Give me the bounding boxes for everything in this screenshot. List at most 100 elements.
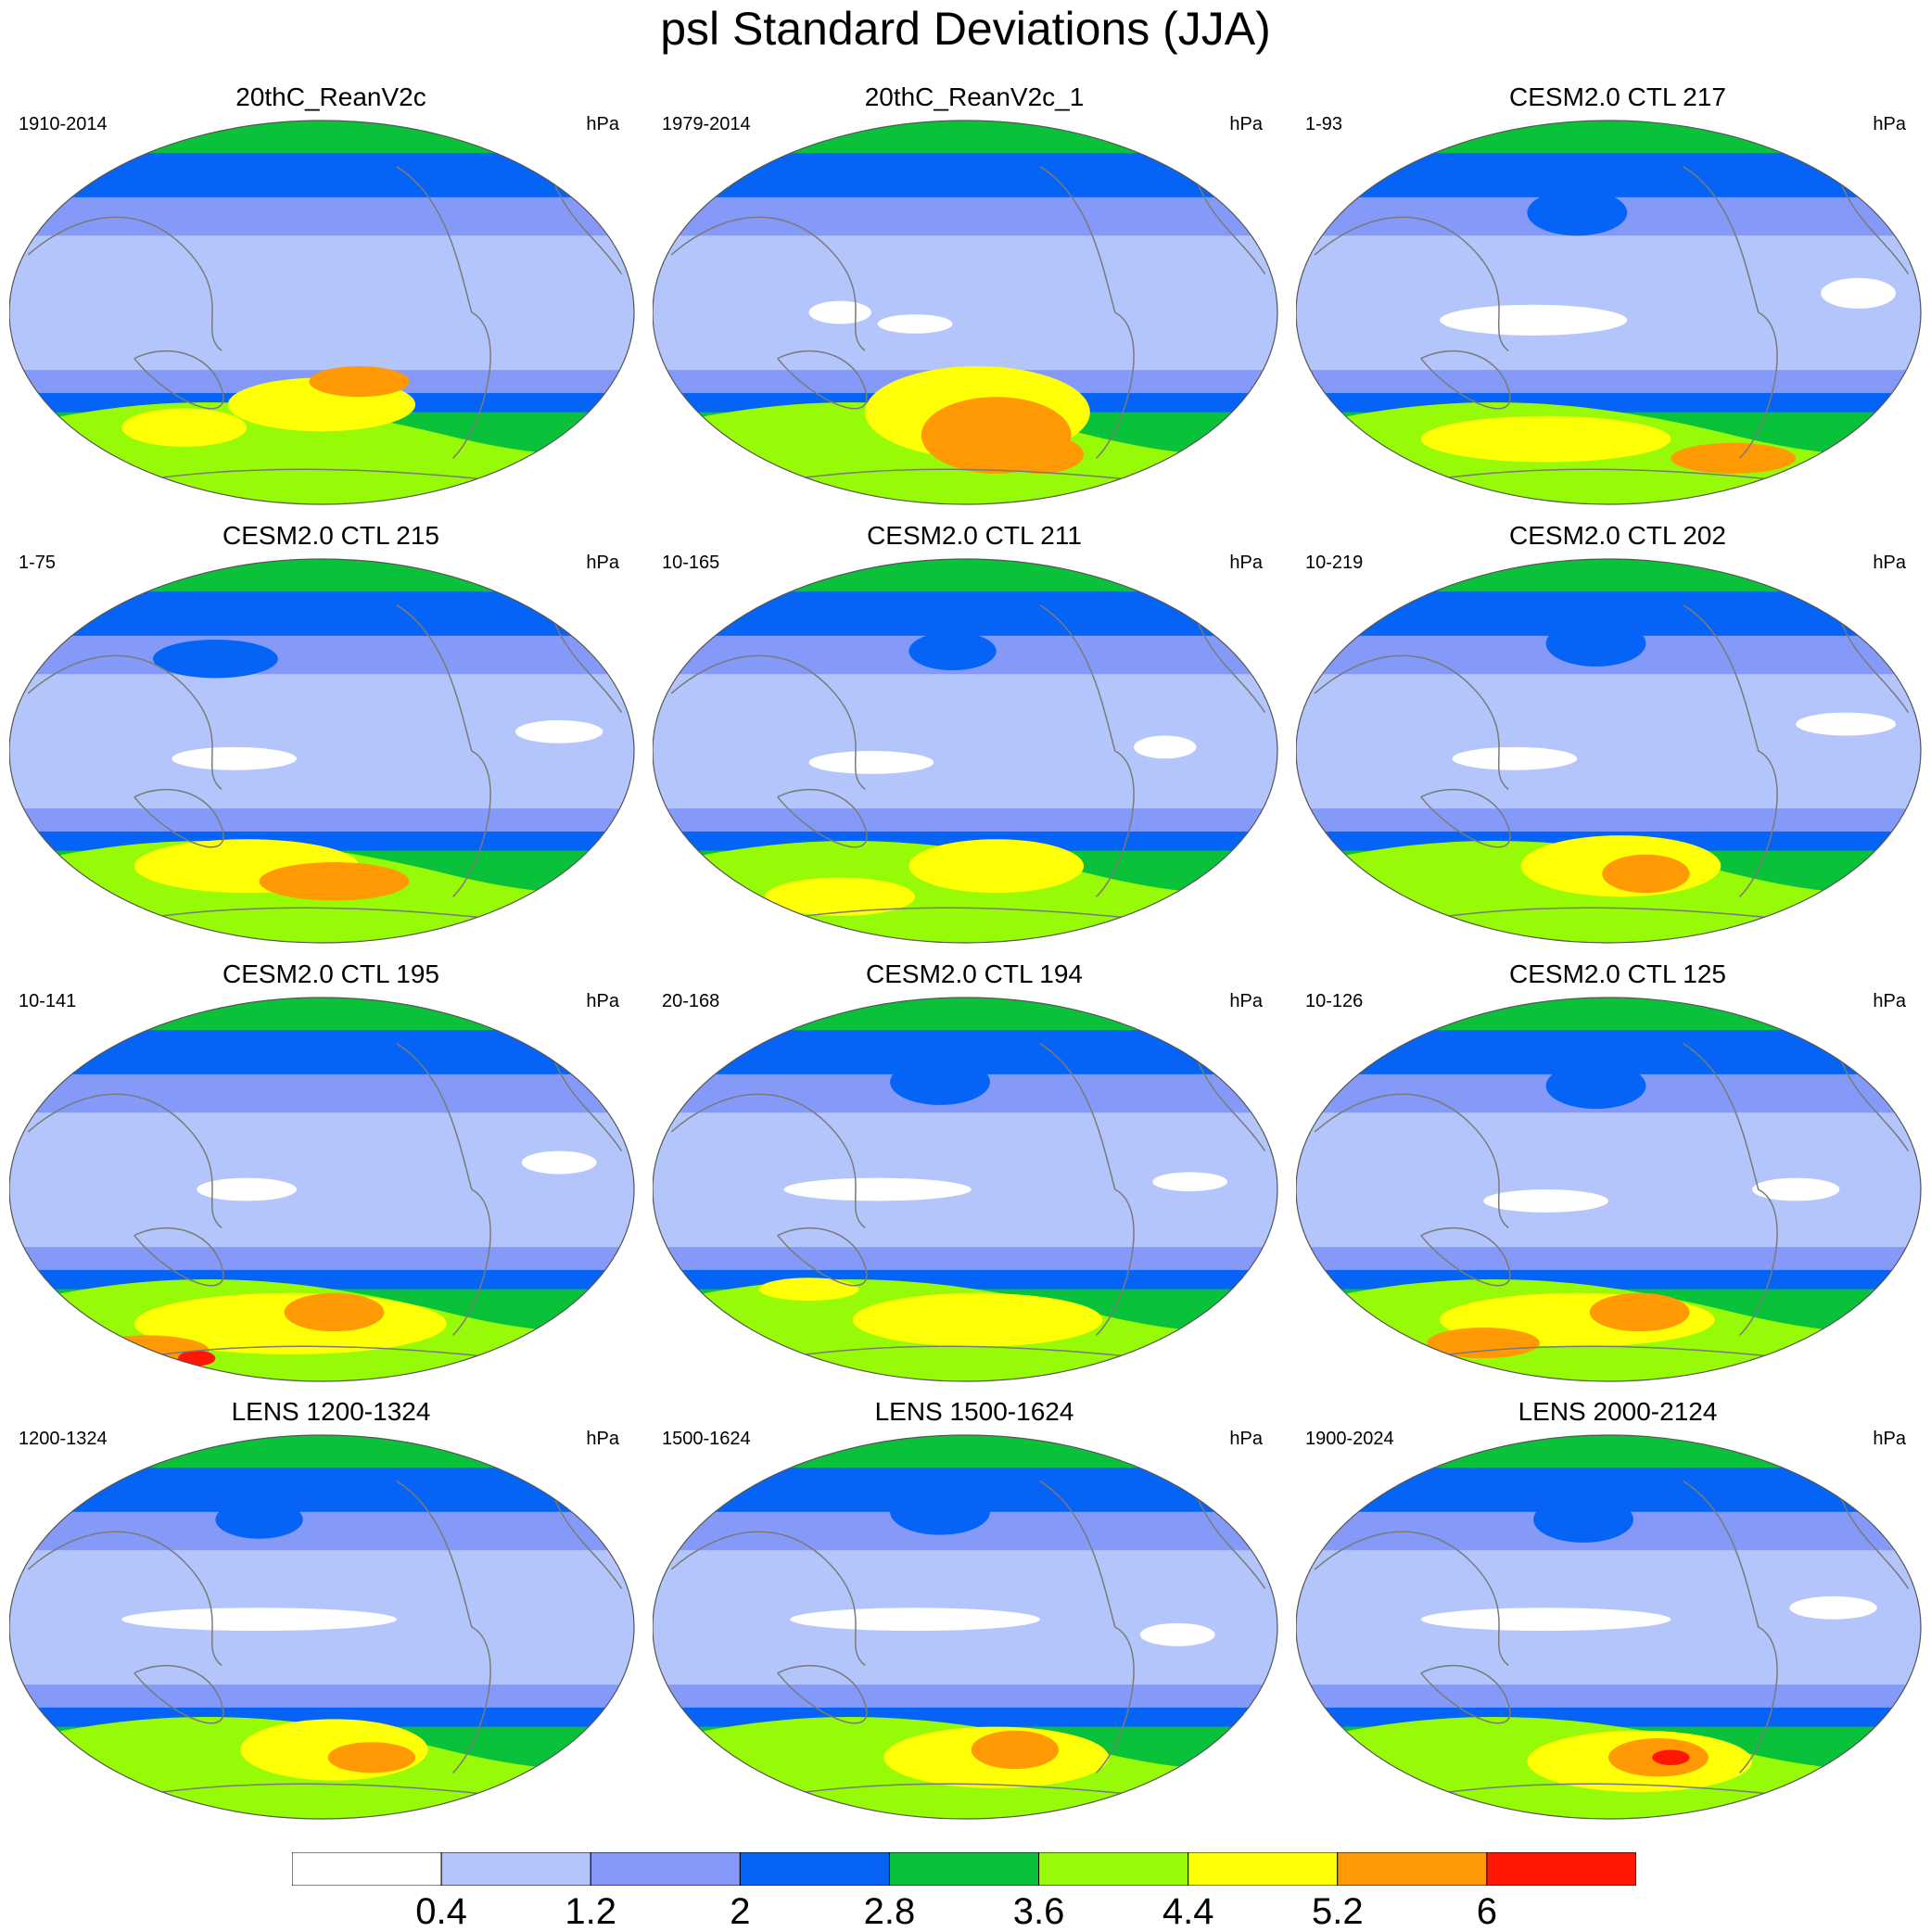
sd-anomaly [996,435,1085,474]
sd-band [1296,1457,1921,1468]
sd-band [653,153,1277,186]
sd-band [1296,674,1921,798]
sd-anomaly [1671,442,1797,474]
map-border [9,997,635,1382]
sd-anomaly [808,751,934,774]
panel-unit: hPa [586,114,619,134]
sd-band [653,1457,1277,1468]
coastline [133,1664,224,1724]
sd-anomaly [284,1292,385,1332]
sd-band [9,1500,634,1513]
sd-band [9,1457,634,1468]
colorbar-swatch [292,1852,442,1886]
sd-anomaly [808,300,871,324]
sd-band [653,143,1277,154]
sd-band [1296,581,1921,592]
sd-anomaly [1545,1062,1646,1110]
sd-band [1296,1684,1921,1709]
panel-title: CESM2.0 CTL 202 [1509,521,1726,550]
sd-anomaly [783,1177,972,1201]
figure-title: psl Standard Deviations (JJA) [660,3,1271,55]
sd-band [9,1468,634,1501]
sd-band [1296,1542,1921,1551]
map-projection [9,997,635,1382]
sd-band [1296,1112,1921,1237]
sd-band [9,1104,634,1113]
map-panel: CESM2.0 CTL 211 10-165 hPa [653,520,1296,960]
coastline [1039,1481,1135,1773]
panel-period: 1-75 [19,553,57,573]
coastline [396,1043,491,1336]
sd-band [1296,185,1921,198]
map-projection [9,1434,635,1820]
panel-title: 20thC_ReanV2c_1 [864,83,1085,111]
panel-title: CESM2.0 CTL 194 [866,960,1083,988]
sd-band [9,1684,634,1709]
map-border [1296,997,1922,1382]
sd-anomaly [177,1350,216,1366]
panel-period: 20-168 [662,991,720,1011]
sd-band [9,1020,634,1031]
sd-anomaly [1152,1172,1228,1192]
sd-anomaly [515,719,603,744]
sd-band [9,808,634,833]
sd-band [9,153,634,186]
sd-anomaly [852,1292,1103,1347]
map-border [653,558,1278,944]
panel-title: LENS 1500-1624 [874,1397,1074,1426]
sd-anomaly [521,1150,597,1175]
sd-anomaly [971,1730,1060,1770]
sd-anomaly [1821,277,1897,309]
coastline [670,216,866,351]
panel-unit: hPa [1229,1429,1263,1449]
sd-anomaly [877,314,953,334]
sd-band [653,559,1277,583]
sd-band [1296,1104,1921,1113]
map-projection [653,997,1278,1382]
colorbar-tick-label: 2.8 [863,1891,916,1932]
sd-band [9,1247,634,1271]
map-projection [1296,997,1922,1382]
coastline [1314,655,1509,790]
sd-band [9,624,634,637]
map-panel: CESM2.0 CTL 125 10-126 hPa [1296,959,1931,1398]
map-panel: CESM2.0 CTL 194 20-168 hPa [653,959,1296,1398]
map-panel: 20thC_ReanV2c_1 1979-2014 hPa [653,82,1296,521]
sd-band [1296,1030,1921,1063]
sd-band [9,185,634,198]
sd-anomaly [1789,1595,1877,1620]
colorbar-swatch [440,1852,591,1886]
coastline [777,1227,868,1287]
sd-anomaly [1133,735,1197,759]
sd-anomaly [121,1608,397,1632]
coastline [396,1481,491,1773]
sd-band [653,998,1277,1022]
panel-unit: hPa [1229,991,1263,1011]
coastline [133,350,224,410]
sd-band [9,581,634,592]
panel-unit: hPa [1873,553,1906,573]
panel-unit: hPa [586,991,619,1011]
panel-title: CESM2.0 CTL 215 [222,521,439,550]
colorbar-tick-label: 3.6 [1012,1891,1065,1932]
colorbar-swatch [1337,1852,1488,1886]
sd-band [653,796,1277,809]
sd-band [1296,358,1921,371]
sd-anomaly [153,639,278,679]
map-panel: 20thC_ReanV2c 1910-2014 hPa [9,82,653,521]
sd-band [1296,153,1921,186]
sd-band [9,121,634,145]
sd-anomaly [309,365,410,398]
sd-band [653,1435,1277,1459]
panel-unit: hPa [1873,1429,1906,1449]
panel-period: 1900-2024 [1305,1429,1394,1449]
sd-anomaly [1427,1328,1540,1359]
sd-band [1296,121,1921,145]
colorbar-swatch [888,1852,1040,1886]
colorbar-tick-label: 2 [730,1891,751,1932]
coastline [777,350,868,410]
coastline [27,1093,222,1228]
sd-band [9,235,634,360]
map-panel: LENS 2000-2124 1900-2024 hPa [1296,1396,1931,1836]
sd-anomaly [327,1742,416,1773]
